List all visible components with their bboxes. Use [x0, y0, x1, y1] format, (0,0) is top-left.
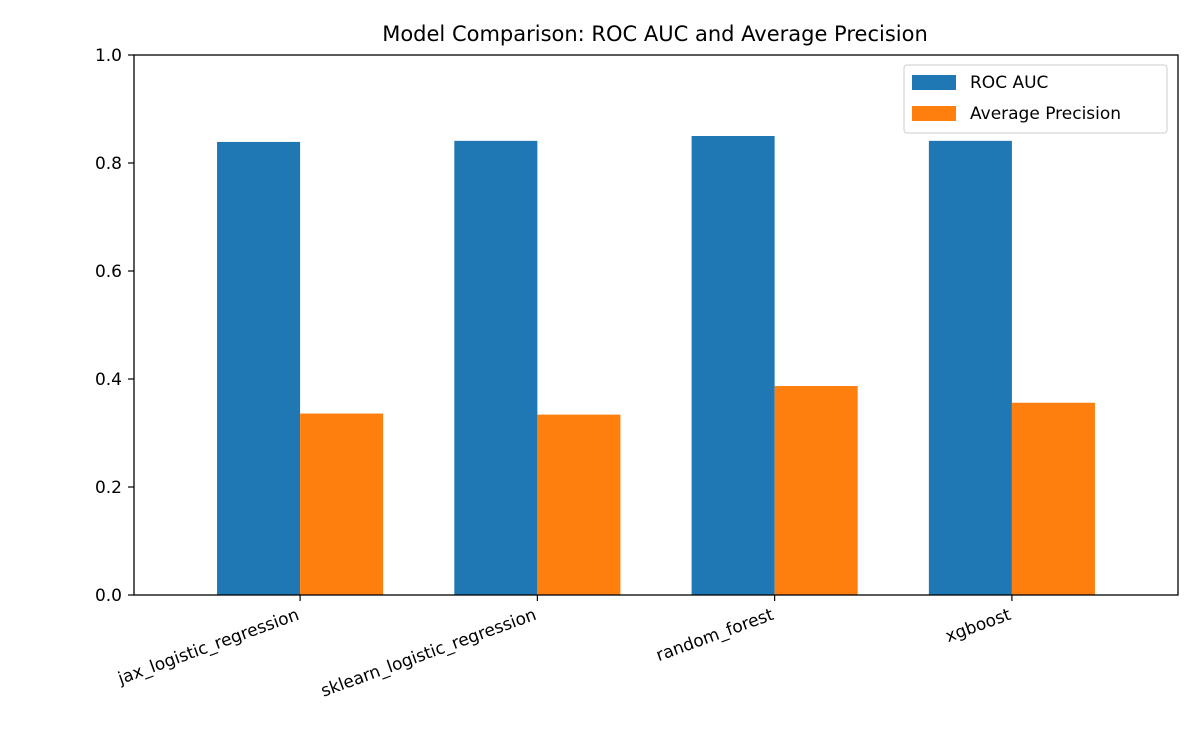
- legend-label-average-precision: Average Precision: [970, 104, 1121, 124]
- x-tick-label: jax_logistic_regression: [115, 605, 302, 689]
- bar-roc-auc-jax-logistic-regression: [217, 141, 301, 595]
- plot-area-frame: [133, 54, 1179, 596]
- legend-box: [903, 64, 1168, 134]
- chart-title: Model Comparison: ROC AUC and Average Pr…: [382, 22, 928, 46]
- bar-roc-auc-sklearn-logistic-regression: [454, 140, 538, 596]
- bar-average-precision-jax-logistic-regression: [300, 413, 384, 595]
- bar-average-precision-sklearn-logistic-regression: [537, 414, 621, 595]
- bar-average-precision-xgboost: [1011, 402, 1095, 595]
- legend: ROC AUC Average Precision: [903, 64, 1168, 134]
- legend-swatch-average-precision: [912, 106, 956, 121]
- bar-roc-auc-random-forest: [691, 136, 775, 595]
- y-tick-label: 0.8: [95, 154, 122, 174]
- y-tick-label: 0.2: [95, 478, 122, 498]
- bar-roc-auc-xgboost: [928, 140, 1012, 596]
- y-tick-label: 1.0: [95, 46, 122, 66]
- x-axis: jax_logistic_regression sklearn_logistic_…: [115, 595, 1014, 702]
- x-tick-label: random_forest: [654, 605, 777, 666]
- x-tick-label: xgboost: [943, 605, 1014, 647]
- legend-label-roc-auc: ROC AUC: [970, 73, 1048, 93]
- bar-average-precision-random-forest: [774, 386, 858, 595]
- y-tick-label: 0.6: [95, 262, 122, 282]
- x-tick-label: sklearn_logistic_regression: [318, 605, 539, 702]
- bars-group: [217, 136, 1095, 596]
- y-tick-label: 0.4: [95, 370, 122, 390]
- legend-swatch-roc-auc: [912, 75, 956, 90]
- y-axis: 0.0 0.2 0.4 0.6 0.8 1.0: [95, 46, 134, 606]
- y-tick-label: 0.0: [95, 586, 122, 606]
